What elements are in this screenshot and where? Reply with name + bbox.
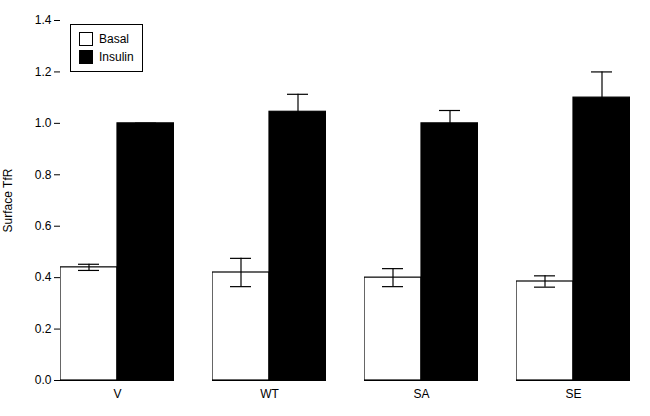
svg-text:0.2: 0.2 <box>35 322 52 336</box>
svg-text:0.4: 0.4 <box>35 270 52 284</box>
svg-text:0.6: 0.6 <box>35 219 52 233</box>
svg-text:0.8: 0.8 <box>35 168 52 182</box>
svg-text:SE: SE <box>565 387 581 401</box>
svg-text:1.0: 1.0 <box>35 116 52 130</box>
svg-text:1.4: 1.4 <box>35 13 52 27</box>
html-text:Insulin: Insulin <box>99 50 134 64</box>
svg-text:WT: WT <box>260 387 279 401</box>
svg-text:Surface TfR: Surface TfR <box>1 168 15 232</box>
svg-text:V: V <box>113 387 121 401</box>
svg-text:1.2: 1.2 <box>35 65 52 79</box>
html-text:Basal: Basal <box>99 32 129 46</box>
svg-text:SA: SA <box>413 387 429 401</box>
svg-text:0.0: 0.0 <box>35 373 52 387</box>
